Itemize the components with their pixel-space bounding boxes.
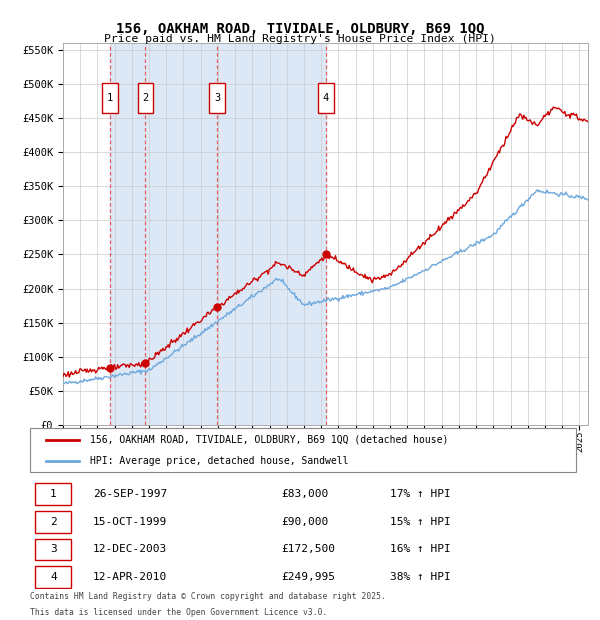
Text: £90,000: £90,000	[281, 517, 328, 527]
Text: 2: 2	[50, 517, 57, 527]
Text: HPI: Average price, detached house, Sandwell: HPI: Average price, detached house, Sand…	[90, 456, 349, 466]
FancyBboxPatch shape	[209, 83, 225, 113]
FancyBboxPatch shape	[35, 566, 71, 588]
Bar	[110, 43, 326, 425]
Text: 1: 1	[107, 93, 113, 103]
Text: 4: 4	[50, 572, 57, 582]
FancyBboxPatch shape	[318, 83, 334, 113]
Text: 2: 2	[142, 93, 149, 103]
Text: 1: 1	[50, 489, 57, 499]
FancyBboxPatch shape	[138, 83, 153, 113]
FancyBboxPatch shape	[35, 539, 71, 560]
Text: This data is licensed under the Open Government Licence v3.0.: This data is licensed under the Open Gov…	[30, 608, 328, 618]
Text: 156, OAKHAM ROAD, TIVIDALE, OLDBURY, B69 1QQ: 156, OAKHAM ROAD, TIVIDALE, OLDBURY, B69…	[116, 22, 484, 36]
Text: 12-APR-2010: 12-APR-2010	[93, 572, 167, 582]
FancyBboxPatch shape	[102, 83, 118, 113]
Text: 16% ↑ HPI: 16% ↑ HPI	[391, 544, 451, 554]
Text: 15-OCT-1999: 15-OCT-1999	[93, 517, 167, 527]
Text: Price paid vs. HM Land Registry's House Price Index (HPI): Price paid vs. HM Land Registry's House …	[104, 34, 496, 44]
Text: 4: 4	[323, 93, 329, 103]
Text: Contains HM Land Registry data © Crown copyright and database right 2025.: Contains HM Land Registry data © Crown c…	[30, 592, 386, 601]
Text: 26-SEP-1997: 26-SEP-1997	[93, 489, 167, 499]
Text: 12-DEC-2003: 12-DEC-2003	[93, 544, 167, 554]
Text: 38% ↑ HPI: 38% ↑ HPI	[391, 572, 451, 582]
Text: 156, OAKHAM ROAD, TIVIDALE, OLDBURY, B69 1QQ (detached house): 156, OAKHAM ROAD, TIVIDALE, OLDBURY, B69…	[90, 435, 448, 445]
FancyBboxPatch shape	[30, 428, 576, 472]
Text: £172,500: £172,500	[281, 544, 335, 554]
Text: £249,995: £249,995	[281, 572, 335, 582]
FancyBboxPatch shape	[35, 511, 71, 533]
FancyBboxPatch shape	[35, 484, 71, 505]
Text: 3: 3	[214, 93, 220, 103]
Text: 3: 3	[50, 544, 57, 554]
Text: £83,000: £83,000	[281, 489, 328, 499]
Text: 15% ↑ HPI: 15% ↑ HPI	[391, 517, 451, 527]
Text: 17% ↑ HPI: 17% ↑ HPI	[391, 489, 451, 499]
